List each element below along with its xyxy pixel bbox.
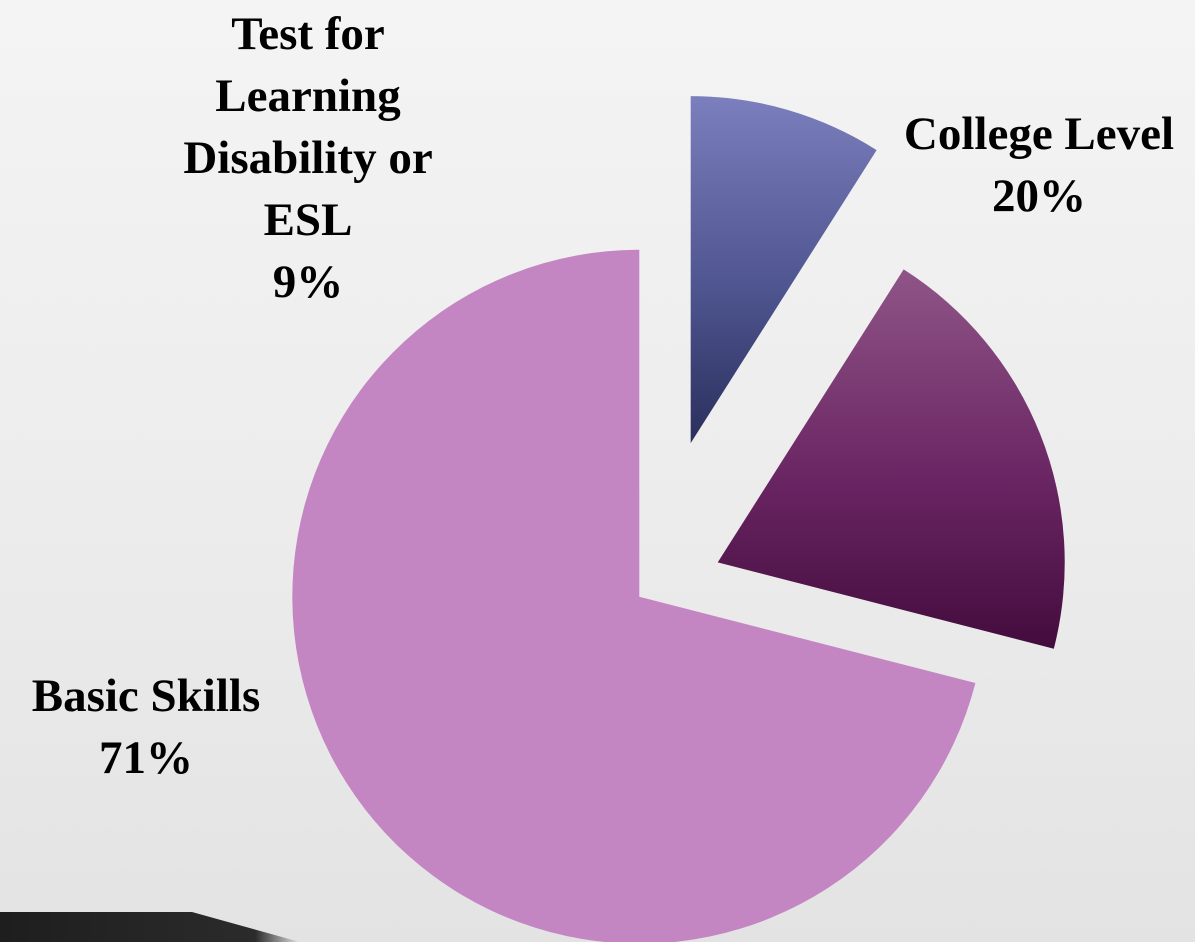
pie-slice-college-level bbox=[717, 269, 1065, 649]
pie-slice-basic-skills bbox=[292, 249, 976, 942]
slice-label-line: Disability or bbox=[183, 132, 433, 184]
slice-label-line: Basic Skills bbox=[31, 670, 261, 722]
slice-value-label: 71% bbox=[99, 732, 193, 784]
slice-value-label: 20% bbox=[992, 170, 1086, 222]
slice-value-label: 9% bbox=[272, 256, 344, 308]
pie-slice-learning-disability-esl bbox=[690, 96, 877, 444]
slice-label-college-level: College Level 20% bbox=[880, 103, 1195, 227]
slice-label-line: College Level bbox=[903, 108, 1175, 160]
slice-label-line: ESL bbox=[263, 194, 353, 246]
pie-slices bbox=[292, 96, 1065, 942]
slice-label-learning-disability-esl: Test for Learning Disability or ESL 9% bbox=[166, 3, 450, 313]
slice-label-basic-skills: Basic Skills 71% bbox=[14, 665, 278, 789]
slice-label-line: Test for bbox=[231, 8, 385, 60]
slice-label-line: Learning bbox=[215, 70, 401, 122]
